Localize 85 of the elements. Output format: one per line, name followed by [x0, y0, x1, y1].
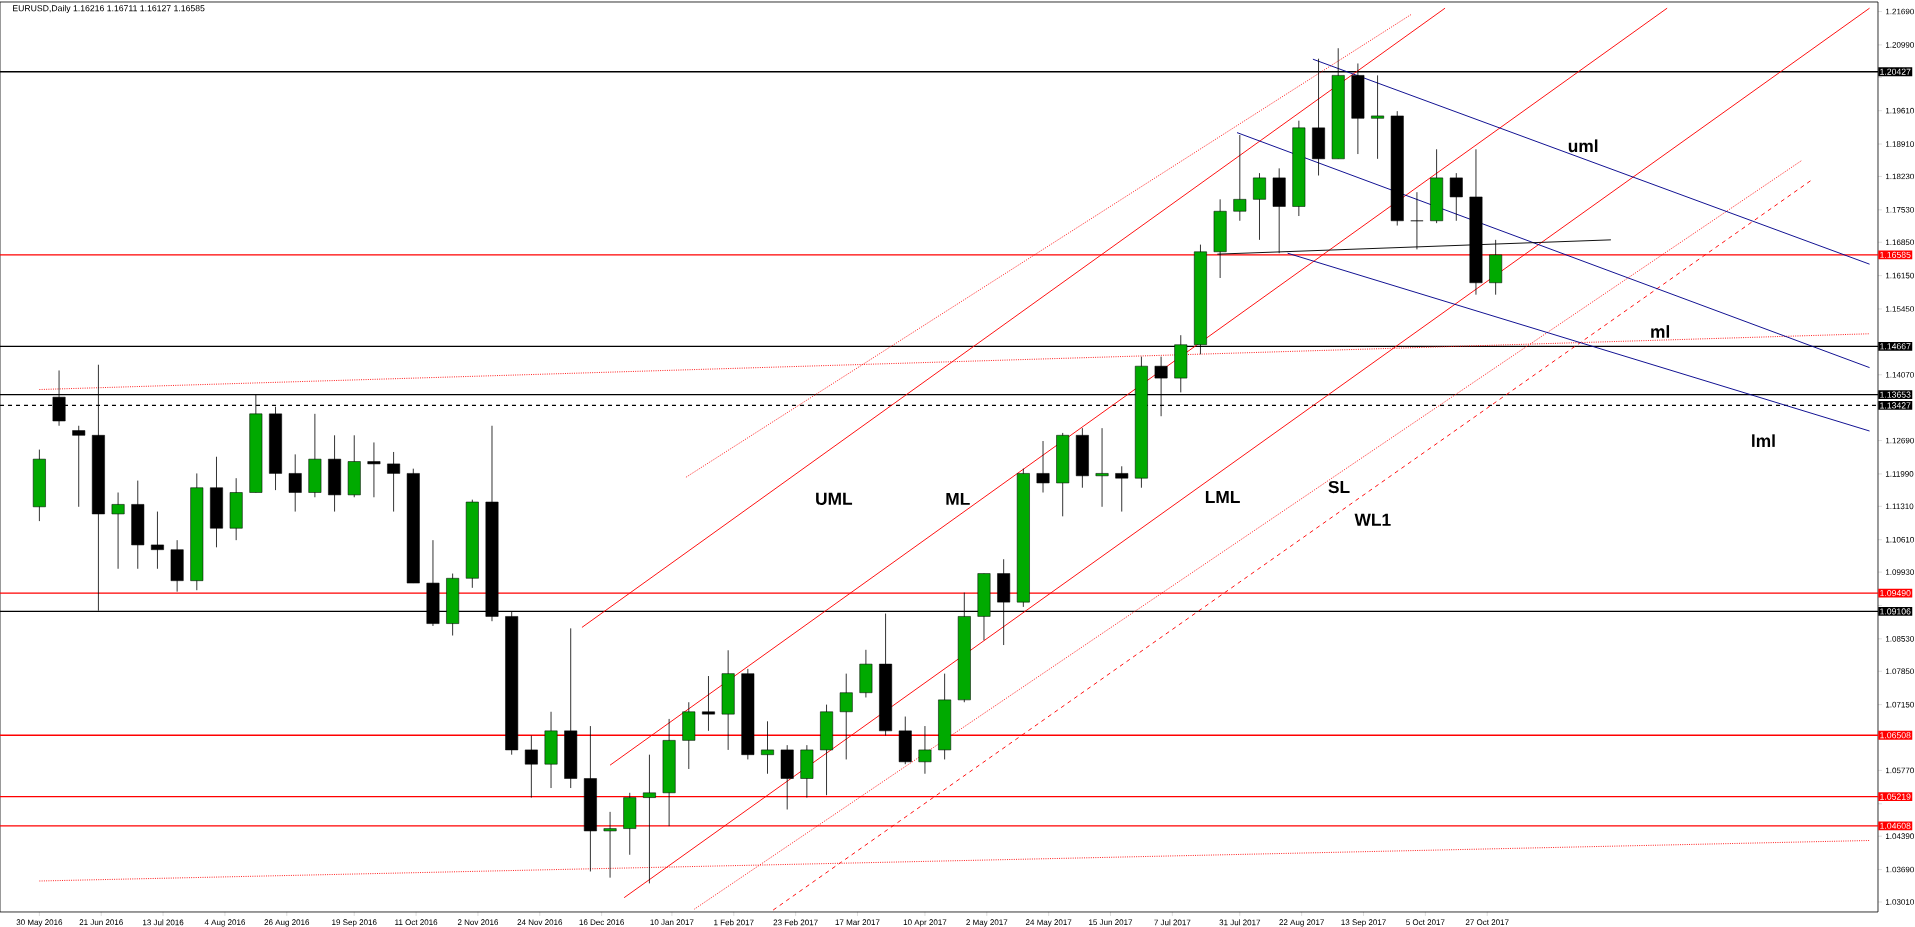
y-tick-label: 1.20990 — [1885, 42, 1914, 48]
annotation: WL1 — [1354, 513, 1391, 526]
candlestick — [524, 735, 538, 798]
x-tick-label: 1 Feb 2017 — [714, 919, 754, 926]
y-tick-label: 1.09930 — [1885, 569, 1914, 575]
ref-line-label: 1.06508 — [1880, 732, 1911, 739]
x-tick-label: 17 Mar 2017 — [835, 919, 880, 926]
x-tick-label: 13 Jul 2016 — [143, 919, 184, 926]
x-tick-label: 26 Aug 2016 — [264, 919, 310, 927]
ref-line-label: 1.14667 — [1880, 343, 1911, 350]
ref-line-label: 1.13653 — [1880, 391, 1911, 398]
y-tick-label: 1.21690 — [1885, 8, 1914, 15]
x-tick-label: 10 Apr 2017 — [903, 919, 947, 927]
candlestick — [1253, 172, 1266, 241]
y-tick-label: 1.04390 — [1885, 833, 1914, 840]
x-tick-label: 2 May 2017 — [966, 919, 1008, 927]
ref-line-label: 1.09490 — [1880, 590, 1911, 597]
candlestick — [603, 811, 617, 879]
candlestick — [72, 425, 86, 508]
x-tick-label: 15 Jun 2017 — [1089, 919, 1133, 926]
x-tick-label: 24 Nov 2016 — [517, 919, 563, 926]
y-tick-label: 1.16850 — [1885, 239, 1914, 246]
candlestick — [288, 453, 302, 512]
annotation: ml — [1651, 325, 1670, 338]
annotation: UML — [816, 492, 853, 505]
y-tick-label: 1.18230 — [1885, 173, 1914, 180]
x-tick-label: 22 Aug 2017 — [1279, 919, 1324, 927]
chart-title: EURUSD,Daily 1.16216 1.16711 1.16127 1.16585 — [13, 4, 205, 13]
y-tick-label: 1.18910 — [1885, 141, 1914, 147]
x-tick-label: 27 Oct 2017 — [1465, 919, 1509, 926]
candlestick — [1095, 427, 1109, 508]
x-tick-label: 13 Sep 2017 — [1341, 919, 1386, 927]
annotation: lml — [1752, 434, 1775, 447]
candlestick — [151, 511, 164, 570]
candlestick — [702, 675, 715, 732]
y-tick-label: 1.03690 — [1885, 866, 1914, 873]
y-tick-label: 1.15450 — [1885, 306, 1914, 312]
x-tick-label: 7 Jul 2017 — [1154, 919, 1191, 926]
candlestick — [1036, 440, 1050, 493]
y-tick-label: 1.11310 — [1885, 503, 1914, 510]
ref-line-label: 1.20427 — [1880, 68, 1911, 75]
y-tick-label: 1.14070 — [1885, 371, 1914, 378]
y-tick-label: 1.12690 — [1885, 437, 1914, 444]
y-tick-label: 1.05770 — [1885, 767, 1914, 774]
x-tick-label: 5 Oct 2017 — [1406, 919, 1445, 926]
y-tick-label: 1.17530 — [1885, 206, 1914, 213]
ref-line-label: 1.05219 — [1880, 793, 1911, 800]
y-tick-label: 1.08530 — [1885, 636, 1914, 642]
candlestick — [918, 725, 932, 775]
ref-line-label: 1.13427 — [1880, 402, 1911, 409]
annotation: SL — [1328, 480, 1350, 494]
x-tick-label: 10 Jan 2017 — [650, 919, 694, 926]
x-tick-label: 30 May 2016 — [16, 919, 63, 927]
x-tick-label: 4 Aug 2016 — [204, 919, 246, 927]
x-tick-label: 31 Jul 2017 — [1219, 919, 1261, 926]
y-tick-label: 1.19610 — [1885, 107, 1914, 114]
ref-line-label: 1.04608 — [1880, 822, 1911, 829]
ref-line-label: 1.09106 — [1880, 608, 1911, 615]
candlestick — [1115, 465, 1129, 512]
y-tick-label: 1.07150 — [1885, 701, 1914, 708]
candlestick — [1233, 134, 1247, 222]
candlestick — [1371, 75, 1385, 160]
x-tick-label: 24 May 2017 — [1025, 919, 1072, 927]
annotation: LML — [1205, 491, 1240, 503]
candlestick — [761, 720, 774, 775]
candlestick — [387, 451, 401, 512]
x-tick-label: 21 Jun 2016 — [79, 919, 123, 926]
candlestick — [367, 442, 381, 498]
annotation: uml — [1568, 139, 1598, 153]
x-tick-label: 19 Sep 2016 — [332, 919, 377, 927]
ref-line-label: 1.16585 — [1880, 251, 1911, 258]
y-tick-label: 1.03010 — [1885, 899, 1914, 905]
y-tick-label: 1.11990 — [1885, 471, 1914, 477]
y-tick-label: 1.10610 — [1885, 536, 1914, 543]
x-tick-label: 23 Feb 2017 — [773, 919, 818, 926]
candlestick — [111, 492, 125, 570]
x-tick-label: 2 Nov 2016 — [457, 919, 499, 926]
candlestick — [1449, 172, 1463, 222]
candlestick — [839, 673, 853, 760]
candlestick — [642, 754, 656, 884]
y-tick-label: 1.16150 — [1885, 272, 1914, 279]
x-tick-label: 16 Dec 2016 — [579, 919, 624, 926]
x-tick-label: 11 Oct 2016 — [395, 919, 438, 926]
y-tick-label: 1.07850 — [1885, 668, 1914, 675]
annotation: ML — [946, 492, 970, 505]
